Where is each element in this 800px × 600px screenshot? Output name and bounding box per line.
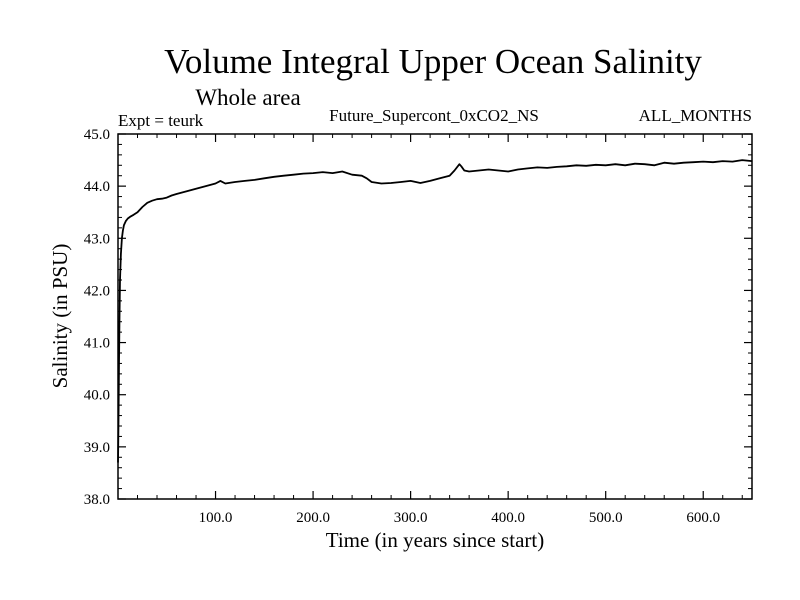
y-tick-label: 39.0 bbox=[84, 440, 110, 456]
y-tick-label: 43.0 bbox=[84, 231, 110, 247]
y-tick-label: 42.0 bbox=[84, 283, 110, 299]
x-tick-label: 500.0 bbox=[589, 510, 623, 526]
y-axis-label: Salinity (in PSU) bbox=[48, 244, 72, 389]
x-tick-label: 600.0 bbox=[686, 510, 720, 526]
experiment-label: Expt = teurk bbox=[118, 111, 204, 130]
x-tick-label: 300.0 bbox=[394, 510, 428, 526]
x-tick-label: 200.0 bbox=[296, 510, 330, 526]
y-axis-minor-ticks bbox=[118, 143, 752, 490]
y-tick-label: 38.0 bbox=[84, 492, 110, 508]
run-label: Future_Supercont_0xCO2_NS bbox=[329, 106, 539, 125]
y-tick-label: 45.0 bbox=[84, 127, 110, 143]
y-tick-label: 41.0 bbox=[84, 336, 110, 352]
chart-title: Volume Integral Upper Ocean Salinity bbox=[164, 42, 702, 81]
x-tick-label: 100.0 bbox=[199, 510, 233, 526]
x-axis-label: Time (in years since start) bbox=[326, 528, 545, 552]
x-axis-minor-ticks bbox=[137, 134, 743, 499]
y-axis-ticks: 38.0 39.0 40.0 41.0 42.0 43.0 44.0 45.0 bbox=[84, 127, 752, 508]
x-tick-label: 400.0 bbox=[491, 510, 525, 526]
plot-frame bbox=[117, 133, 753, 500]
x-axis-ticks: 100.0 200.0 300.0 400.0 500.0 600.0 bbox=[199, 134, 720, 526]
series-line-salinity bbox=[117, 159, 753, 463]
y-tick-label: 44.0 bbox=[84, 179, 110, 195]
chart-subtitle: Whole area bbox=[195, 85, 300, 110]
y-tick-label: 40.0 bbox=[84, 388, 110, 404]
months-label: ALL_MONTHS bbox=[639, 106, 752, 125]
